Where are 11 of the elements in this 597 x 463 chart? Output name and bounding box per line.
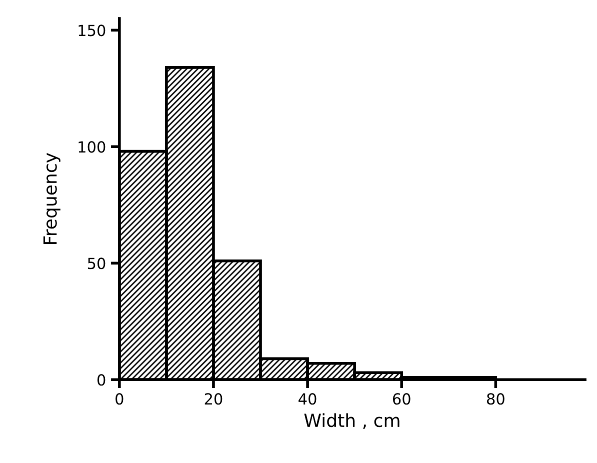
y-tick-label: 150 [78, 24, 106, 36]
x-tick-label: 40 [298, 393, 316, 405]
y-tick-label: 0 [97, 374, 106, 386]
x-tick-label: 20 [204, 393, 222, 405]
x-axis-title: Width , cm [304, 413, 400, 430]
y-tick-label: 50 [88, 258, 106, 270]
x-tick-label: 60 [392, 393, 410, 405]
y-tick-label: 100 [78, 141, 106, 153]
y-axis-title: Frequency [43, 152, 60, 244]
x-tick-label: 0 [116, 393, 124, 405]
x-tick-label: 80 [487, 393, 504, 405]
